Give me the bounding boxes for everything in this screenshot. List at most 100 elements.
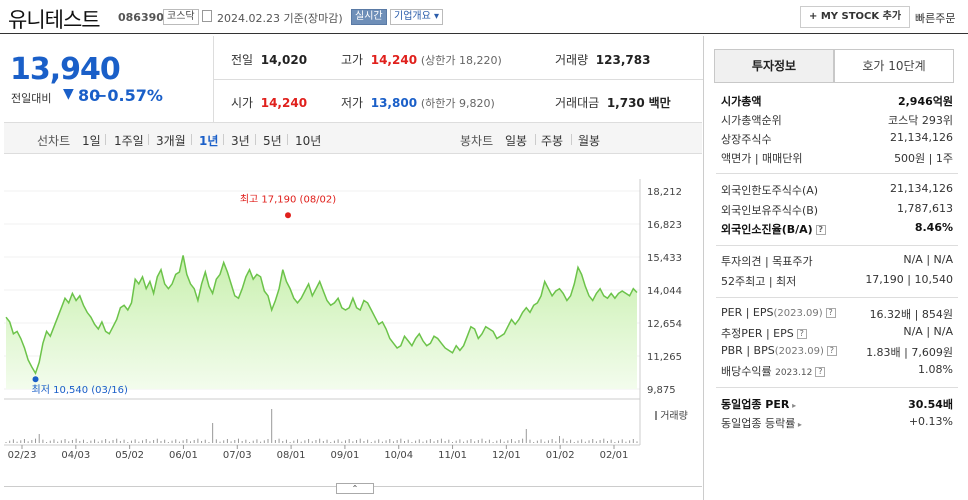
period-3y[interactable]: 3년 <box>231 134 250 148</box>
tab-investment-info[interactable]: 투자정보 <box>714 49 834 83</box>
help-icon[interactable]: ? <box>826 346 837 356</box>
volume-bar <box>566 441 568 443</box>
max-point <box>285 212 291 219</box>
volume-bar <box>190 441 192 443</box>
company-overview-button[interactable]: 기업개요 ▾ <box>390 9 443 25</box>
volume-bar <box>71 440 73 443</box>
volume-bar <box>35 438 37 443</box>
volume-bar <box>514 441 516 443</box>
volume-bar <box>208 442 210 443</box>
sector-rate-row: 동일업종 등락률 ▸ +0.13% <box>721 415 953 430</box>
volume-bar <box>223 440 225 443</box>
volume-bar <box>540 439 542 443</box>
listed-shares-row: 상장주식수 21,134,126 <box>721 131 953 146</box>
x-tick-label: 09/01 <box>330 450 359 461</box>
volume-bar <box>212 423 214 443</box>
help-icon[interactable]: ? <box>815 225 826 235</box>
volume-bar <box>245 439 247 443</box>
period-1d[interactable]: 1일 <box>82 134 101 148</box>
volume-bar <box>496 440 498 443</box>
volume-bar <box>68 441 70 443</box>
volume-bar <box>396 440 398 443</box>
volume-bar <box>621 439 623 443</box>
volume-bar <box>86 442 88 443</box>
y-tick-label: 18,212 <box>647 187 682 198</box>
pbr-row: PBR | BPS(2023.09)? 1.83배 | 7,609원 <box>721 344 953 359</box>
help-icon[interactable]: ? <box>825 308 836 318</box>
volume-bar <box>485 441 487 443</box>
realtime-button[interactable]: 실시간 <box>351 9 387 25</box>
volume-bar <box>175 439 177 443</box>
volume-bar <box>112 440 114 443</box>
divider <box>213 79 703 80</box>
foreign-limit-row: 외국인한도주식수(A) 21,134,126 <box>721 182 953 197</box>
volume-bar <box>595 441 597 443</box>
volume-bar <box>341 441 343 443</box>
candle-monthly[interactable]: 월봉 <box>578 134 601 148</box>
volume-bar <box>27 441 29 443</box>
volume-bar <box>171 440 173 443</box>
volume-bar <box>348 439 350 443</box>
x-tick-label: 10/04 <box>384 450 413 461</box>
volume-bar <box>477 440 479 443</box>
volume-bar <box>581 439 583 443</box>
candle-weekly[interactable]: 주봉 <box>541 134 564 148</box>
period-1w[interactable]: 1주일 <box>114 134 144 148</box>
volume-bar <box>426 440 428 443</box>
my-stock-add-button[interactable]: + MY STOCK 추가 <box>800 6 911 28</box>
volume-bar <box>470 439 472 443</box>
volume-bar <box>156 438 158 443</box>
volume-bar <box>444 441 446 443</box>
volume-bar <box>389 439 391 443</box>
collapse-chevron-up-icon[interactable]: ⌃ <box>336 483 374 494</box>
volume-bar <box>274 440 276 443</box>
volume-bar <box>105 439 107 443</box>
volume-bar <box>5 442 7 443</box>
period-10y[interactable]: 10년 <box>295 134 322 148</box>
market-cap-row: 시가총액 2,946억원 <box>721 95 953 108</box>
volume-bar <box>374 440 376 443</box>
volume-bar <box>297 439 299 443</box>
volume-bar <box>167 442 169 443</box>
volume-bar <box>559 436 561 443</box>
volume-bar <box>260 441 262 443</box>
base-date: 2024.02.23 기준(장마감) <box>217 12 343 25</box>
volume-bar <box>193 440 195 443</box>
quick-order-link[interactable]: 빠른주문 <box>915 12 956 25</box>
volume-bar <box>459 439 461 443</box>
stock-header: 유니테스트 086390 코스닥 2024.02.23 기준(장마감) 실시간 … <box>0 0 968 34</box>
candle-daily[interactable]: 일봉 <box>505 134 528 148</box>
volume-bar <box>123 439 125 443</box>
sector-per-row: 동일업종 PER ▸ 30.54배 <box>721 398 953 411</box>
volume-bar <box>252 440 254 443</box>
price-line <box>5 255 638 375</box>
period-1y[interactable]: 1년 <box>199 134 219 148</box>
volume-bar <box>632 439 634 443</box>
volume-bar <box>20 440 22 443</box>
candle-chart-label: 봉차트 <box>460 134 494 148</box>
volume-legend: 거래량 <box>655 407 688 422</box>
period-3m[interactable]: 3개월 <box>156 134 186 148</box>
volume-bar <box>300 441 302 443</box>
help-icon[interactable]: ? <box>796 329 807 339</box>
open-price: 시가 14,240 <box>231 96 308 110</box>
volume-bar <box>315 440 317 443</box>
volume-bar <box>64 439 66 443</box>
volume-bar <box>326 439 328 443</box>
volume-bar <box>160 441 162 443</box>
volume-bar <box>610 439 612 443</box>
volume-bar <box>592 439 594 443</box>
volume-bar <box>606 441 608 443</box>
tab-order-book[interactable]: 호가 10단계 <box>834 49 954 83</box>
period-5y[interactable]: 5년 <box>263 134 282 148</box>
volume-bar <box>629 440 631 443</box>
volume-bar <box>544 441 546 443</box>
chevron-right-icon: ▸ <box>795 420 802 429</box>
volume-bar <box>378 439 380 443</box>
x-tick-label: 02/01 <box>600 450 629 461</box>
volume-bar <box>359 438 361 443</box>
volume-bar <box>267 439 269 443</box>
help-icon[interactable]: ? <box>815 367 826 377</box>
x-tick-label: 06/01 <box>169 450 198 461</box>
volume-bar <box>82 439 84 443</box>
